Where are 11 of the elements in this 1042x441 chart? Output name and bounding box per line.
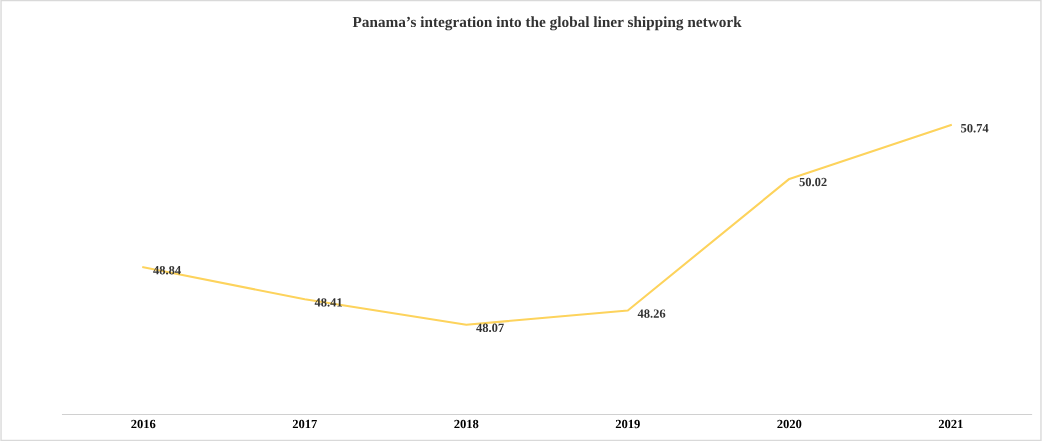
- data-label: 48.26: [637, 309, 666, 318]
- x-tick-label: 2021: [938, 419, 963, 429]
- chart-title: Panama’s integration into the global liner shipping network: [352, 16, 742, 31]
- x-tick-label: 2017: [292, 419, 317, 429]
- data-label: 50.74: [961, 123, 989, 133]
- data-label: 48.07: [476, 323, 504, 333]
- x-tick-label: 2016: [131, 419, 156, 429]
- data-label: 50.02: [799, 177, 827, 187]
- x-tick-label: 2019: [615, 419, 640, 429]
- x-tick-label: 2020: [777, 419, 802, 429]
- x-tick-label: 2018: [454, 419, 479, 429]
